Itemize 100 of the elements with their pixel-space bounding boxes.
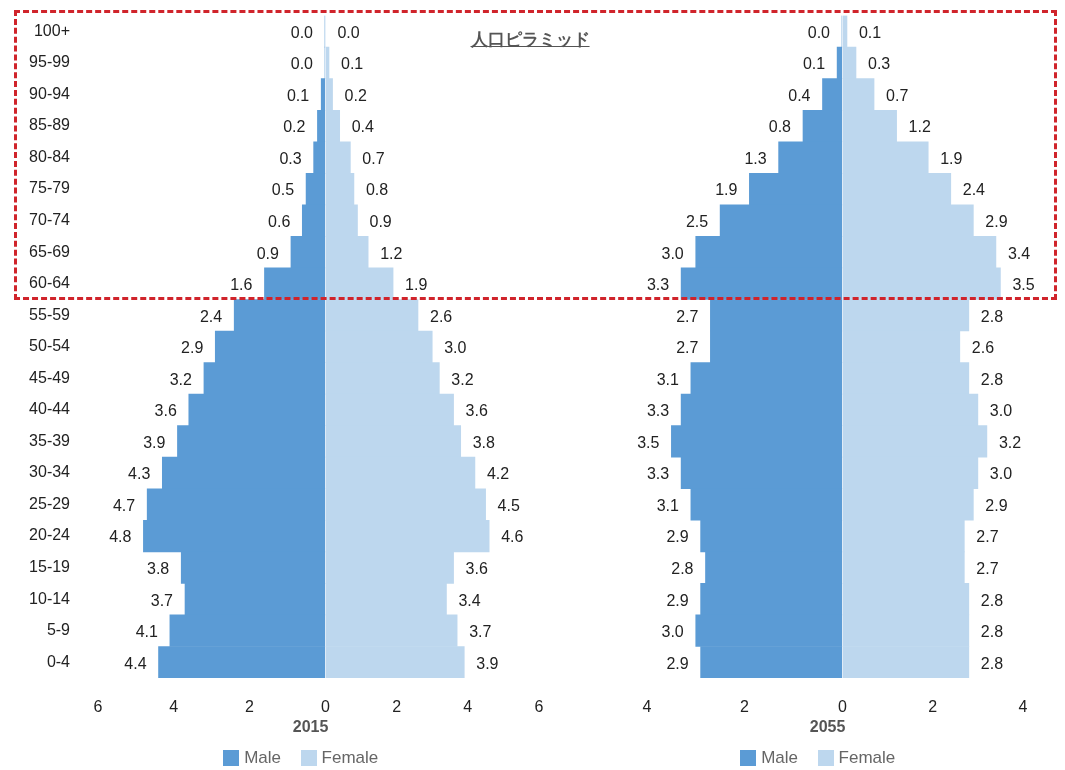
x-tick-label: 0	[837, 698, 847, 716]
data-label: 3.0	[443, 339, 467, 357]
x-tick-label: 4	[169, 698, 179, 716]
y-tick-label: 20-24	[29, 526, 71, 544]
data-label: 3.0	[989, 402, 1012, 420]
data-label: 1.3	[744, 149, 767, 167]
data-label: 1.9	[404, 276, 427, 294]
y-tick-label: 60-64	[29, 274, 71, 292]
y-tick-label: 80-84	[29, 147, 71, 165]
data-label: 0.4	[351, 118, 374, 136]
data-label: 3.9	[143, 433, 166, 451]
data-label: 0.6	[268, 213, 291, 231]
data-label: 2.4	[199, 307, 223, 325]
data-label: 4.8	[109, 528, 132, 546]
legend-label: Female	[838, 748, 896, 768]
x-axis-title: 2055	[809, 718, 846, 736]
x-tick-label: 6	[93, 698, 103, 716]
data-label: 2.5	[685, 213, 709, 231]
x-tick-label: 4	[1018, 698, 1028, 716]
data-label: 2.9	[181, 339, 204, 357]
data-label: 2.6	[429, 307, 452, 325]
data-label: 0.0	[290, 23, 314, 41]
y-tick-label: 15-19	[29, 558, 71, 576]
data-label: 2.9	[666, 528, 689, 546]
data-label: 2.7	[676, 339, 699, 357]
y-tick-label: 30-34	[29, 463, 71, 481]
data-label: 2.9	[984, 213, 1008, 231]
data-label: 1.6	[230, 276, 253, 294]
data-label: 3.2	[998, 433, 1021, 451]
data-label: 3.7	[150, 591, 174, 609]
x-axis-title: 2015	[292, 718, 329, 736]
y-tick-label: 100+	[33, 21, 70, 39]
y-tick-label: 85-89	[29, 116, 71, 134]
y-tick-label: 5-9	[46, 621, 71, 639]
y-tick-label: 40-44	[29, 400, 71, 418]
data-label: 2.9	[666, 591, 689, 609]
data-label: 0.7	[361, 149, 385, 167]
y-tick-label: 35-39	[29, 431, 71, 449]
data-label: 3.1	[656, 370, 679, 388]
x-tick-label: 2	[927, 698, 937, 716]
data-label: 0.8	[768, 118, 792, 136]
x-tick-label: 4	[462, 698, 472, 716]
data-label: 0.1	[858, 23, 881, 41]
data-label: 0.2	[283, 118, 306, 136]
data-label: 4.6	[500, 528, 524, 546]
data-label: 0.5	[271, 181, 295, 199]
data-label: 2.7	[975, 560, 999, 578]
data-label: 3.0	[661, 623, 684, 641]
data-label: 3.4	[1007, 244, 1030, 262]
data-label: 0.3	[279, 149, 302, 167]
x-tick-label: 2	[740, 698, 750, 716]
data-label: 1.2	[379, 244, 403, 262]
y-tick-label: 95-99	[29, 53, 71, 71]
data-label: 3.5	[637, 433, 660, 451]
data-label: 3.3	[646, 402, 670, 420]
y-tick-label: 70-74	[29, 211, 71, 229]
data-label: 3.6	[465, 402, 488, 420]
data-label: 3.8	[472, 433, 495, 451]
legend-label: Male	[244, 748, 281, 768]
data-label: 3.8	[146, 560, 170, 578]
text: 人口ピラミッド	[470, 28, 590, 51]
x-tick-label: 6	[534, 698, 544, 716]
data-label: 1.9	[715, 181, 738, 199]
data-label: 0.7	[885, 86, 908, 104]
data-label: 0.0	[807, 23, 831, 41]
data-label: 3.5	[1011, 276, 1035, 294]
data-label: 2.8	[980, 591, 1003, 609]
data-label: 3.0	[989, 465, 1012, 483]
data-label: 4.3	[128, 465, 151, 483]
data-label: 3.9	[475, 654, 499, 672]
data-label: 3.7	[468, 623, 492, 641]
x-tick-label: 0	[320, 698, 330, 716]
data-label: 3.2	[450, 370, 474, 388]
data-label: 3.2	[169, 370, 193, 388]
x-tick-label: 2	[391, 698, 401, 716]
data-label: 2.8	[980, 370, 1003, 388]
data-label: 2.7	[676, 307, 699, 325]
y-tick-label: 75-79	[29, 179, 71, 197]
data-label: 0.3	[867, 55, 890, 73]
data-label: 2.4	[962, 181, 985, 199]
data-label: 0.0	[337, 23, 360, 41]
data-label: 0.8	[365, 181, 388, 199]
legend-label: Male	[761, 748, 798, 768]
data-label: 0.1	[286, 86, 310, 104]
data-label: 3.0	[661, 244, 684, 262]
data-label: 2.9	[666, 654, 689, 672]
data-label: 2.9	[984, 496, 1008, 514]
data-label: 3.1	[656, 496, 679, 514]
data-label: 2.8	[980, 654, 1003, 672]
data-label: 4.1	[135, 623, 158, 641]
x-tick-label: 2	[244, 698, 254, 716]
data-label: 0.1	[340, 55, 363, 73]
y-tick-label: 0-4	[46, 652, 71, 670]
data-label: 2.8	[980, 623, 1003, 641]
data-label: 3.6	[154, 402, 177, 420]
data-label: 0.2	[344, 86, 367, 104]
y-tick-label: 65-69	[29, 242, 71, 260]
y-tick-label: 50-54	[29, 337, 71, 355]
data-label: 2.6	[971, 339, 994, 357]
data-label: 0.9	[256, 244, 280, 262]
